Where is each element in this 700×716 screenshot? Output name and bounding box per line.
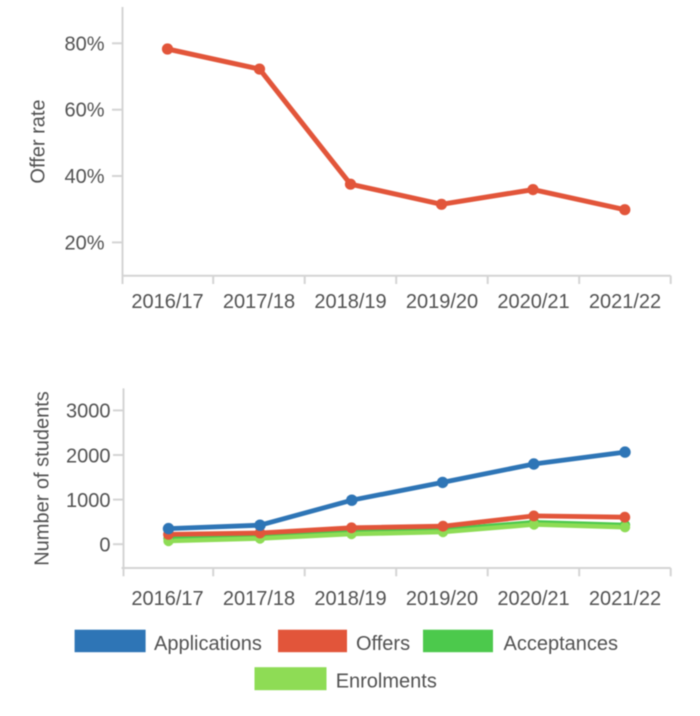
svg-text:2020/21: 2020/21: [497, 291, 569, 313]
svg-text:Offer rate: Offer rate: [28, 99, 50, 183]
svg-text:2020/21: 2020/21: [497, 588, 569, 610]
svg-text:2000: 2000: [66, 445, 111, 467]
svg-text:Acceptances: Acceptances: [504, 633, 619, 655]
svg-text:Enrolments: Enrolments: [336, 670, 437, 692]
svg-text:0: 0: [99, 535, 110, 557]
svg-text:2019/20: 2019/20: [406, 291, 478, 313]
svg-text:20%: 20%: [64, 232, 104, 254]
svg-text:2016/17: 2016/17: [131, 588, 203, 610]
svg-text:2021/22: 2021/22: [589, 588, 661, 610]
svg-text:2018/19: 2018/19: [314, 291, 386, 313]
svg-text:2017/18: 2017/18: [223, 291, 295, 313]
svg-text:Applications: Applications: [154, 633, 262, 655]
svg-text:2018/19: 2018/19: [314, 588, 386, 610]
svg-text:2017/18: 2017/18: [223, 588, 295, 610]
svg-text:2016/17: 2016/17: [131, 291, 203, 313]
svg-text:1000: 1000: [66, 490, 111, 512]
svg-text:60%: 60%: [64, 100, 104, 122]
svg-text:2019/20: 2019/20: [406, 588, 478, 610]
svg-text:40%: 40%: [64, 166, 104, 188]
svg-text:3000: 3000: [66, 401, 111, 423]
svg-text:Number of students: Number of students: [32, 391, 54, 566]
svg-text:80%: 80%: [64, 33, 104, 55]
svg-text:Offers: Offers: [356, 633, 410, 655]
svg-text:2021/22: 2021/22: [589, 291, 661, 313]
